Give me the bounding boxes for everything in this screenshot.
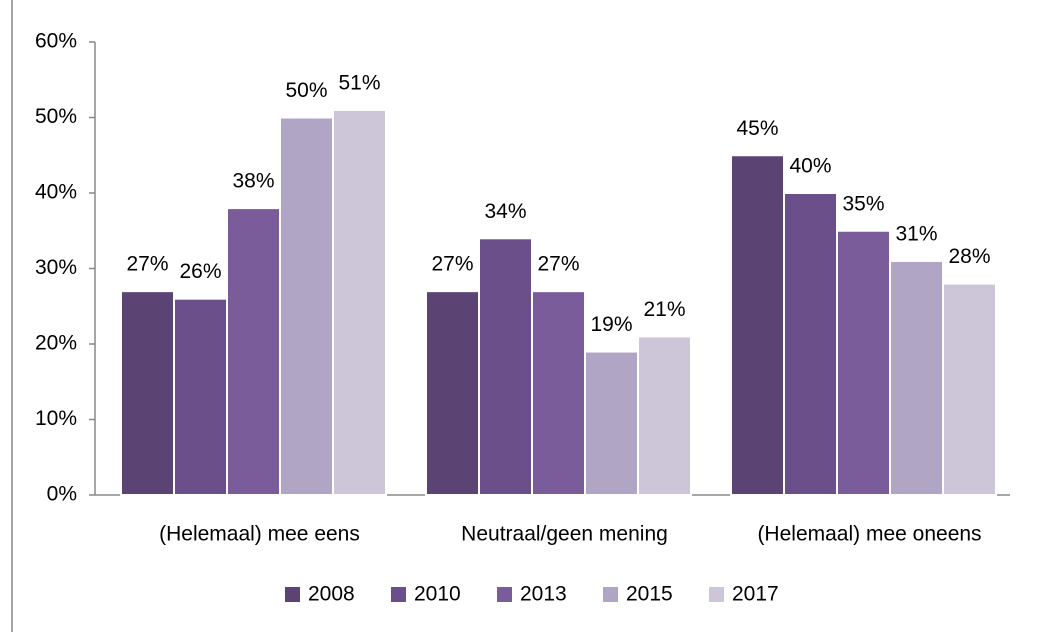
legend-swatch [603, 587, 618, 602]
bar [120, 290, 175, 496]
legend-swatch [285, 587, 300, 602]
value-label: 50% [285, 79, 327, 102]
value-label: 27% [537, 253, 579, 276]
legend-label: 2013 [520, 583, 567, 606]
bar [584, 350, 639, 496]
bar [478, 237, 533, 497]
legend-label: 2008 [308, 583, 355, 606]
value-label: 35% [842, 192, 884, 215]
value-label: 21% [643, 298, 685, 321]
bar [889, 259, 944, 497]
value-label: 45% [736, 117, 778, 140]
bar [226, 207, 281, 496]
bar [836, 229, 891, 496]
bar [425, 290, 480, 496]
chart-frame [11, 0, 13, 632]
y-tick-label: 0% [47, 483, 77, 506]
y-tick-label: 20% [35, 332, 77, 355]
bar [730, 154, 785, 496]
bar [783, 192, 838, 496]
bar [173, 297, 228, 497]
legend-label: 2017 [732, 583, 779, 606]
value-label: 27% [431, 253, 473, 276]
y-tick-label: 30% [35, 256, 77, 279]
x-tick-label: Neutraal/geen mening [461, 523, 668, 546]
bar [637, 335, 692, 497]
legend-swatch [391, 587, 406, 602]
y-tick-label: 40% [35, 181, 77, 204]
legend-swatch [709, 587, 724, 602]
bar [332, 108, 387, 496]
legend-label: 2010 [414, 583, 461, 606]
bar [279, 116, 334, 496]
legend-label: 2015 [626, 583, 673, 606]
value-label: 28% [948, 245, 990, 268]
y-tick-label: 50% [35, 105, 77, 128]
y-tick-label: 10% [35, 407, 77, 430]
value-label: 38% [232, 170, 274, 193]
value-label: 27% [126, 253, 168, 276]
value-label: 26% [179, 260, 221, 283]
value-label: 51% [338, 71, 380, 94]
legend-swatch [497, 587, 512, 602]
value-label: 19% [590, 313, 632, 336]
value-label: 31% [895, 222, 937, 245]
y-tick-label: 60% [35, 30, 77, 53]
value-label: 34% [484, 200, 526, 223]
value-label: 40% [789, 155, 831, 178]
x-tick-label: (Helemaal) mee eens [159, 523, 360, 546]
bar [942, 282, 997, 496]
bar [531, 290, 586, 496]
x-tick-label: (Helemaal) mee oneens [757, 523, 981, 546]
